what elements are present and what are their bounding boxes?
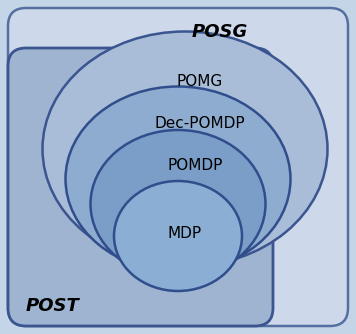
Text: MDP: MDP [168,226,202,241]
FancyBboxPatch shape [8,8,348,326]
Ellipse shape [66,87,290,272]
Text: Dec-POMDP: Dec-POMDP [155,117,245,132]
Ellipse shape [42,31,328,267]
Text: POST: POST [25,297,79,315]
Text: POMDP: POMDP [167,159,223,173]
Ellipse shape [90,130,266,278]
Text: POMG: POMG [177,74,223,90]
Ellipse shape [114,181,242,291]
FancyBboxPatch shape [8,48,273,326]
Text: POSG: POSG [192,23,248,41]
